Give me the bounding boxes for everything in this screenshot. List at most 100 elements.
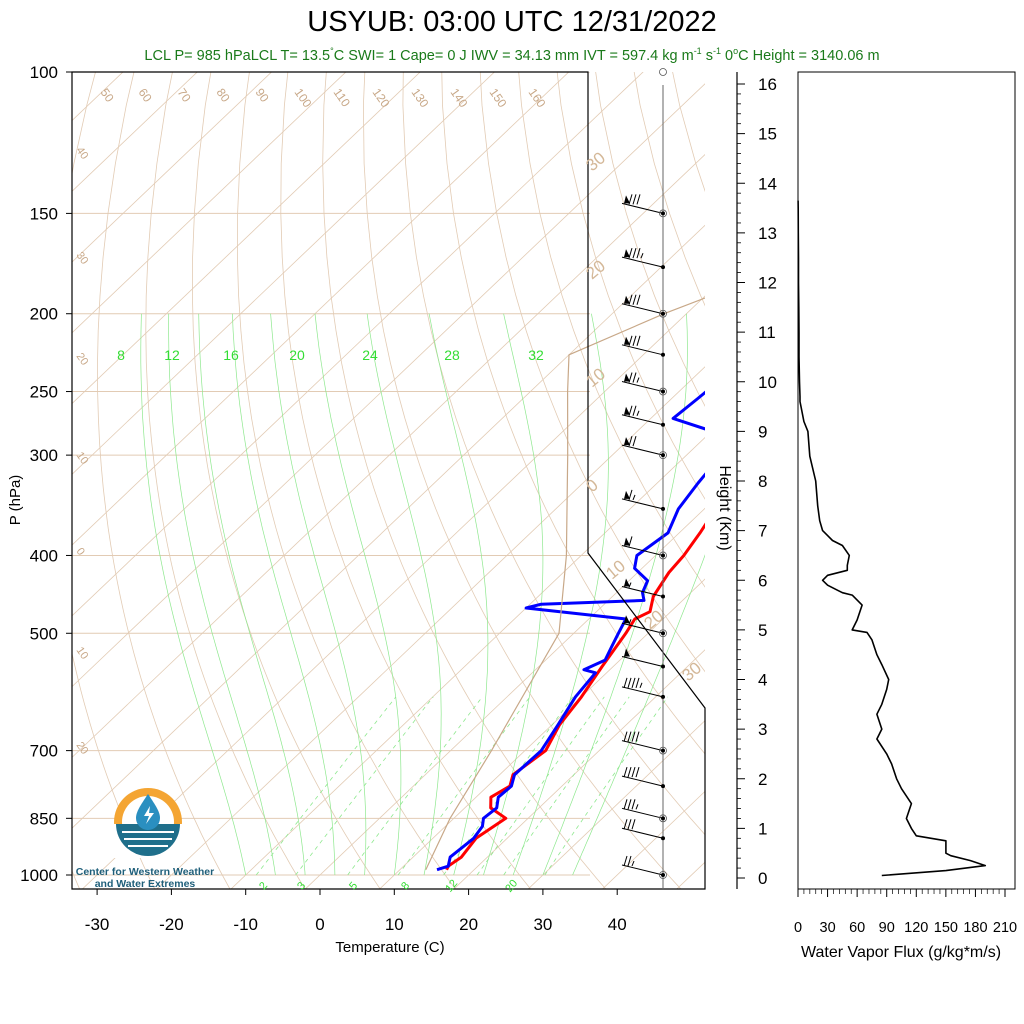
dry-adiabat-line: [740, 35, 1024, 892]
dry-adiabat-line: [889, 35, 1024, 892]
isotherm-label: 10: [74, 645, 91, 662]
dry-adiabat-line: [633, 72, 705, 307]
wind-barb: [621, 489, 665, 511]
wind-barb-feather: [635, 731, 640, 742]
wind-barb-feather: [632, 248, 637, 259]
dry-adiabat-line: [97, 72, 231, 889]
wind-barb-shaft: [621, 827, 664, 839]
wind-barb-feather: [635, 766, 640, 778]
mixing-ratio-line: [295, 696, 434, 876]
height-tick-label: 3: [758, 720, 767, 739]
wind-barb-flag: [624, 615, 630, 624]
wind-barb-shaft: [621, 586, 664, 598]
stats-fragment: °: [330, 46, 334, 56]
isotherm-label: 30: [74, 250, 91, 267]
dry-adiabat-line: [926, 35, 1024, 892]
wind-barb-flag: [624, 490, 630, 499]
height-tick-label: 10: [758, 373, 777, 392]
isotherm-line: [453, 649, 705, 889]
wind-barb: [621, 648, 665, 669]
wind-barb-feather: [631, 819, 636, 830]
moist-adiabat-line: [483, 313, 544, 876]
isotherm-line: [72, 72, 570, 546]
chart-title: USYUB: 03:00 UTC 12/31/2022: [307, 6, 717, 38]
wind-barb-shaft: [621, 256, 664, 268]
wind-barb-shaft: [621, 381, 664, 393]
mixing-ratio-line: [397, 696, 531, 876]
pressure-level-marker: [659, 814, 667, 823]
wind-barb-feather: [632, 405, 637, 416]
cw3e-logo: [40, 784, 250, 894]
wind-barb: [621, 194, 665, 216]
wind-barb: [621, 677, 665, 699]
wind-barb-feather: [636, 248, 641, 259]
mixing-ratio-label-bottom: 20: [503, 878, 520, 895]
pressure-axis-title: P (hPa): [7, 475, 24, 526]
wind-barb-half: [636, 410, 640, 416]
isotherm-line: [81, 295, 705, 889]
stats-fragment: s: [701, 47, 713, 64]
moist-adiabat-line: [270, 313, 367, 876]
wind-barb-shaft: [621, 807, 664, 819]
wind-barb-shaft: [621, 622, 664, 634]
isotherm-label: 0: [74, 546, 87, 558]
dry-adiabat-line: [236, 72, 456, 889]
mixing-ratio-label: 20: [289, 347, 305, 363]
pressure-tick-label: 200: [30, 305, 58, 324]
temperature-tick-label: -20: [159, 915, 184, 934]
isotherm-label: 20: [74, 351, 91, 368]
theta-label: 120: [370, 86, 393, 111]
dry-adiabat-line: [362, 72, 682, 889]
wind-barb-half: [640, 252, 644, 259]
theta-label: 140: [448, 86, 471, 111]
wind-barb-feather: [628, 405, 633, 416]
flux-tick-label: 60: [849, 920, 865, 936]
temperature-axis-title: Temperature (C): [335, 939, 444, 956]
wind-barb-feather: [627, 799, 632, 810]
wind-barb-feather: [628, 194, 633, 205]
wind-barb-feather: [632, 194, 637, 205]
logo-caption-line-2: and Water Extremes: [94, 878, 196, 890]
wind-barb-feather: [628, 489, 633, 501]
flux-tick-label: 0: [794, 920, 802, 936]
height-tick-label: 2: [758, 770, 767, 789]
wind-barb-shaft: [621, 544, 664, 556]
dry-adiabat-line: [518, 72, 705, 588]
wind-barb-shaft: [621, 344, 664, 356]
wind-barb-feather: [623, 677, 628, 688]
wind-barb-half: [632, 494, 636, 501]
height-tick-label: 5: [758, 621, 767, 640]
wind-barb-feather: [635, 677, 640, 688]
dry-adiabat-line: [556, 72, 705, 500]
wvflux-profile-line: [797, 200, 987, 877]
height-tick-label: 9: [758, 422, 767, 441]
mixing-ratio-label: 8: [117, 347, 125, 363]
height-tick-label: 15: [758, 125, 777, 144]
temperature-tick-label: 10: [385, 915, 404, 934]
wind-barb: [621, 335, 665, 357]
theta-e-label: 10: [602, 556, 629, 583]
pressure-level-marker: [659, 68, 667, 76]
wind-barb-shaft: [621, 202, 664, 214]
parcel-profile-line: [425, 297, 705, 870]
theta-e-label: 30: [678, 658, 705, 685]
temperature-tick-label: 30: [533, 915, 552, 934]
wind-barb-feather: [636, 194, 641, 205]
wind-barb-shaft: [621, 414, 664, 426]
pressure-level-marker: [659, 309, 667, 318]
isotherm-line: [72, 72, 273, 263]
wind-barb-flag: [624, 578, 630, 587]
mixing-ratio-line: [347, 696, 483, 876]
height-tick-label: 13: [758, 224, 777, 243]
skewt-profiles: [425, 297, 705, 872]
wind-barb-feather: [632, 372, 637, 383]
pressure-level-marker: [659, 871, 667, 879]
theta-e-label: 30: [582, 148, 609, 175]
dry-adiabat-line: [479, 72, 705, 673]
dry-adiabat-line: [702, 35, 1024, 892]
flux-axis-title: Water Vapor Flux (g/kg*m/s): [801, 944, 1001, 961]
wind-barb-half: [631, 860, 635, 867]
isotherm-line: [230, 437, 705, 889]
